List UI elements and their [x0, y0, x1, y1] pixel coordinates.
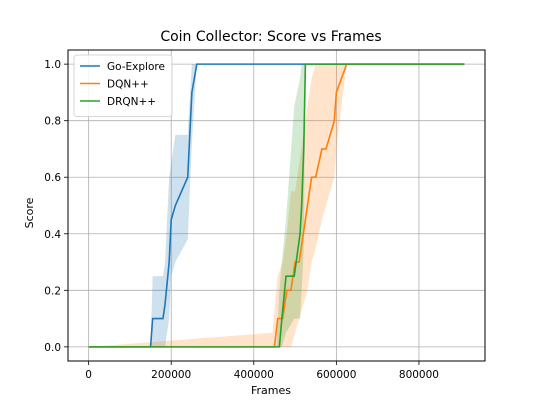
x-axis-label: Frames [251, 384, 291, 397]
x-tick-label: 600000 [316, 369, 356, 381]
y-tick-label: 0.2 [44, 285, 61, 297]
series-lines [88, 63, 465, 348]
band-go-explore [88, 64, 465, 347]
x-tick-label: 0 [85, 369, 92, 381]
plot-area-frame [67, 49, 486, 362]
legend-label-dqnpppp: DQN++ [107, 79, 149, 91]
legend-label-go-explore: Go-Explore [107, 61, 165, 73]
legend-label-drqnpppp: DRQN++ [107, 96, 156, 108]
y-tick-label: 1.0 [44, 59, 61, 71]
y-axis-label: Score [23, 197, 36, 228]
confidence-bands [88, 64, 465, 347]
y-tick-label: 0.4 [44, 229, 61, 241]
x-tick-label: 200000 [151, 369, 191, 381]
line-dqnpppp [88, 63, 465, 348]
band-dqnpppp [88, 64, 465, 347]
axis-ticks: 0 200000 400000 600000 800000 0.0 0.2 0.4 0.6 0.8… [44, 59, 439, 381]
chart-title: Coin Collector: Score vs Frames [160, 29, 381, 45]
y-tick-label: 0.6 [44, 172, 61, 184]
line-drqnpppp [88, 63, 465, 348]
x-tick-label: 800000 [399, 369, 439, 381]
y-tick-label: 0.8 [44, 116, 61, 128]
x-tick-label: 400000 [234, 369, 274, 381]
y-tick-label: 0.0 [44, 342, 61, 354]
legend: Go-Explore DQN++ DRQN++ [73, 54, 173, 117]
